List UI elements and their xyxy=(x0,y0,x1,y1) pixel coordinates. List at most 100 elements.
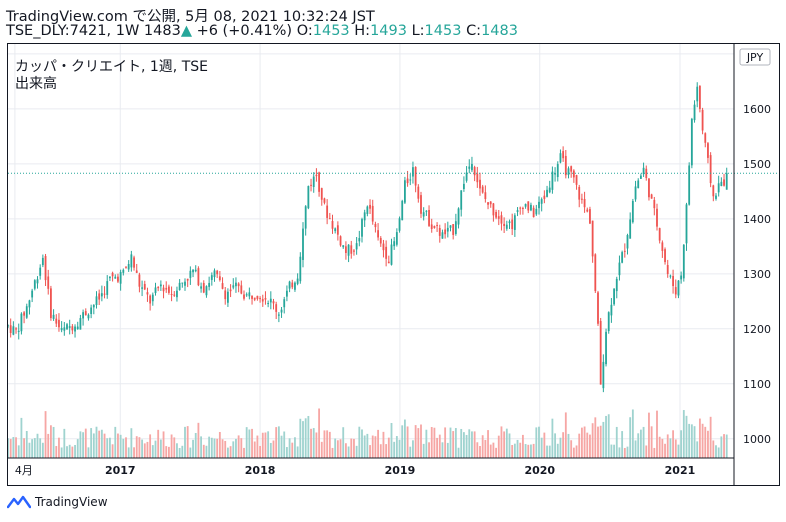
candle-body xyxy=(288,281,291,289)
time-tick-label: 2017 xyxy=(105,464,136,477)
candle-body xyxy=(213,270,216,278)
volume-bar xyxy=(462,432,465,458)
volume-bar xyxy=(669,438,672,458)
volume-bar xyxy=(336,440,339,458)
candle-body xyxy=(312,176,315,188)
candle-body xyxy=(90,307,93,315)
currency-label: JPY xyxy=(746,51,764,64)
volume-bar xyxy=(299,418,302,458)
chart-frame[interactable]: 100011001200130014001500160017004月201720… xyxy=(7,43,780,486)
candle-body xyxy=(15,328,17,330)
candle-body xyxy=(444,229,447,235)
time-tick-label: 2018 xyxy=(245,464,276,477)
volume-bar xyxy=(511,445,514,458)
volume-bar xyxy=(146,441,149,458)
volume-bar xyxy=(218,431,221,458)
candle-body xyxy=(74,326,76,332)
volume-bar xyxy=(251,428,253,458)
candle-body xyxy=(543,195,546,199)
open-value: 1453 xyxy=(312,23,350,39)
candle-body xyxy=(409,179,412,181)
candle-body xyxy=(353,250,355,252)
candle-body xyxy=(500,215,503,224)
volume-bar xyxy=(106,438,109,458)
candle-body xyxy=(267,303,270,305)
candle-body xyxy=(425,210,428,212)
candle-body xyxy=(334,228,337,232)
candle-body xyxy=(430,224,433,229)
volume-bar xyxy=(377,429,379,458)
volume-bar xyxy=(141,439,144,458)
candle-body xyxy=(720,181,723,186)
candle-body xyxy=(135,270,138,273)
volume-bar xyxy=(154,440,157,458)
price-tick-label: 1200 xyxy=(743,323,771,336)
volume-bar xyxy=(98,430,101,458)
candle-body xyxy=(181,282,184,284)
candle-body xyxy=(572,170,575,178)
price-chart[interactable]: 100011001200130014001500160017004月201720… xyxy=(8,44,779,485)
candle-body xyxy=(245,294,248,296)
volume-bar xyxy=(422,443,425,458)
candle-body xyxy=(371,205,374,222)
candle-body xyxy=(9,325,12,333)
candle-body xyxy=(704,133,707,143)
candle-body xyxy=(138,274,141,287)
candle-body xyxy=(167,286,170,293)
volume-bar xyxy=(167,446,170,458)
candle-body xyxy=(639,175,642,179)
volume-bar xyxy=(127,447,130,458)
candle-body xyxy=(462,183,465,190)
candle-body xyxy=(594,254,597,292)
volume-bar xyxy=(296,446,299,458)
volume-bar xyxy=(74,444,76,458)
candle-body xyxy=(358,238,361,242)
candle-body xyxy=(17,330,20,332)
candle-body xyxy=(304,206,307,229)
candle-body xyxy=(127,264,130,270)
volume-bar xyxy=(556,443,559,458)
candle-body xyxy=(210,275,213,280)
candle-body xyxy=(143,283,146,290)
candle-body xyxy=(52,314,55,319)
time-tick-label: 4月 xyxy=(15,464,33,477)
volume-bar xyxy=(610,444,613,458)
candle-body xyxy=(275,304,278,312)
footer-branding[interactable]: TradingView xyxy=(7,495,108,509)
volume-bar xyxy=(430,427,433,458)
legend-volume: 出来高 xyxy=(15,76,57,92)
volume-bar xyxy=(302,421,304,458)
candle-body xyxy=(602,361,605,389)
volume-bar xyxy=(63,428,66,458)
volume-bar xyxy=(382,431,385,458)
candle-body xyxy=(197,268,200,286)
volume-bar xyxy=(586,432,589,458)
volume-bar xyxy=(484,439,487,458)
volume-bar xyxy=(245,427,248,458)
candle-body xyxy=(186,278,189,281)
volume-bar xyxy=(133,447,135,458)
candle-body xyxy=(570,166,573,172)
candle-body xyxy=(92,305,95,308)
volume-bar xyxy=(334,438,337,458)
volume-bar xyxy=(572,447,575,458)
candle-body xyxy=(229,289,232,292)
volume-bar xyxy=(500,426,503,458)
close-label: C: xyxy=(466,23,482,39)
volume-bar xyxy=(328,431,331,458)
candle-body xyxy=(548,187,551,193)
candle-body xyxy=(473,167,476,176)
candle-body xyxy=(457,208,460,225)
volume-bar xyxy=(170,434,173,458)
candle-body xyxy=(307,186,310,209)
volume-bar xyxy=(468,429,471,458)
candles xyxy=(8,82,728,393)
candle-body xyxy=(41,257,44,266)
volume-bar xyxy=(312,428,315,458)
volume-bar xyxy=(594,417,597,458)
low-value: 1453 xyxy=(424,23,462,39)
candle-body xyxy=(446,227,449,232)
candle-body xyxy=(323,198,326,203)
volume-bar xyxy=(685,415,688,458)
volume-bar xyxy=(538,426,540,458)
